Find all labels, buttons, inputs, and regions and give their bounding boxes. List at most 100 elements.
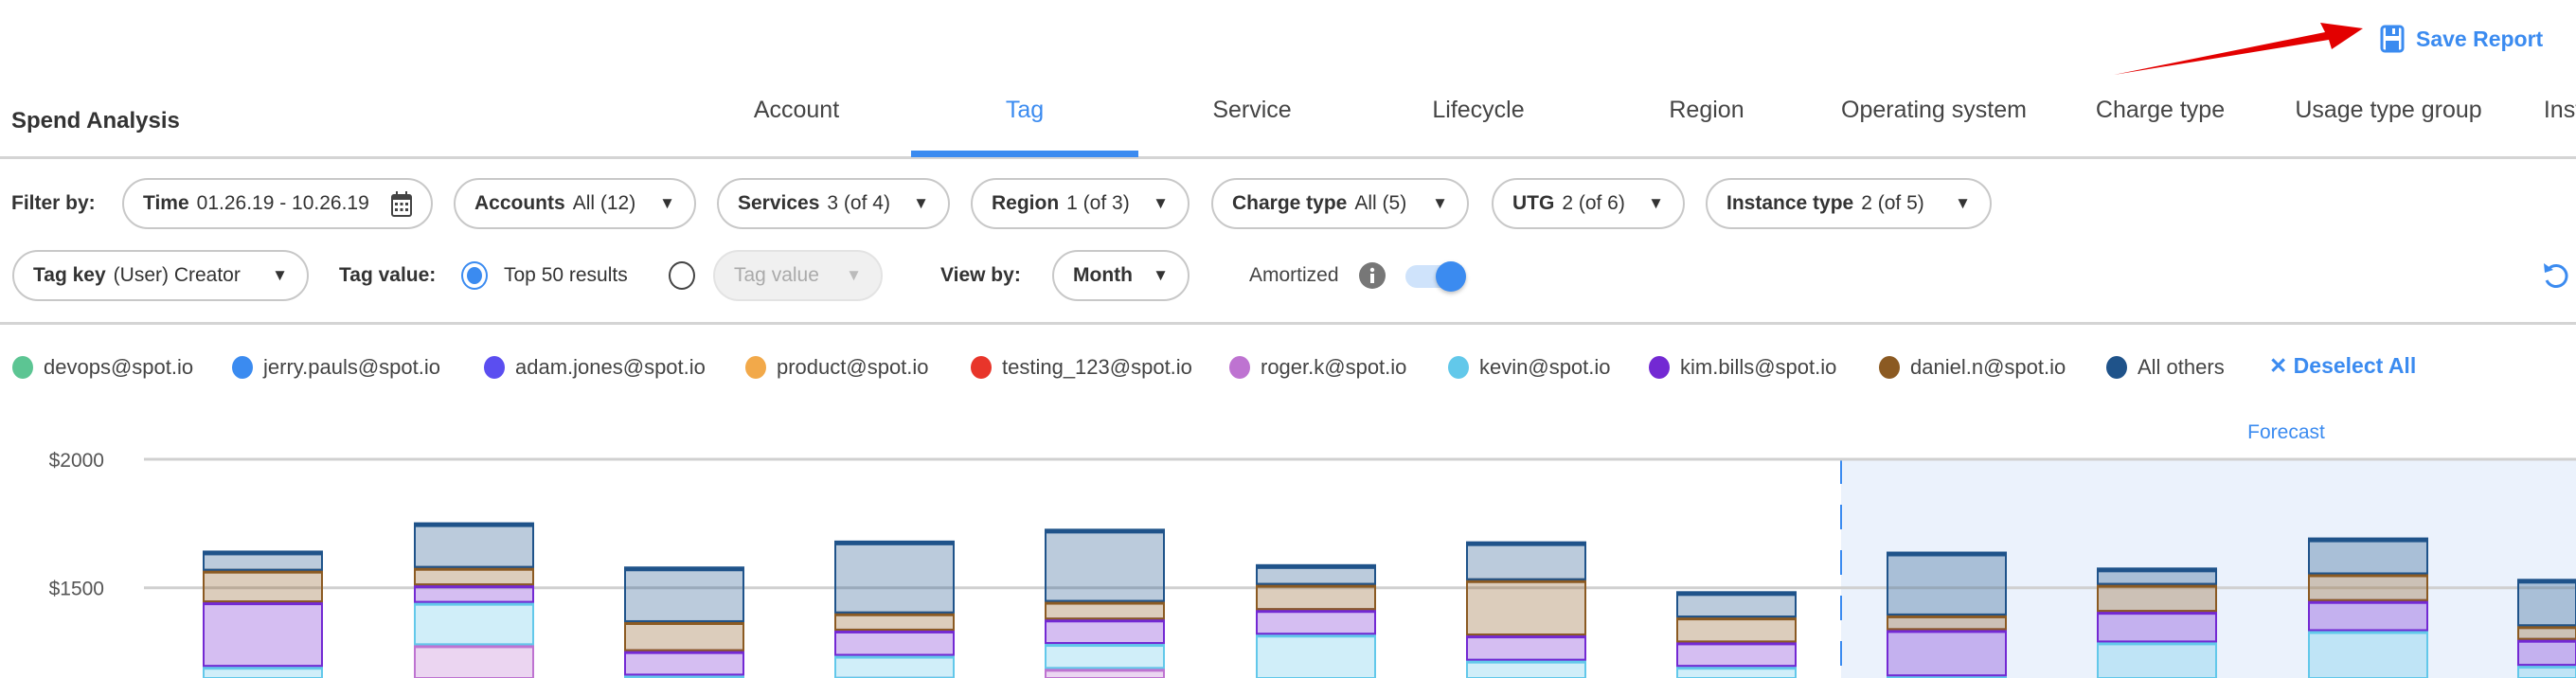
bar-segment[interactable]: [1045, 617, 1165, 645]
bar-segment[interactable]: [1466, 541, 1586, 580]
info-icon[interactable]: [1358, 261, 1386, 290]
charge-type-filter[interactable]: Charge type All (5) ▼: [1211, 178, 1469, 229]
tag-value-radio[interactable]: [669, 261, 695, 290]
bar-segment[interactable]: [2517, 637, 2576, 667]
bar-segment-top: [835, 654, 954, 659]
bar-stack[interactable]: [1676, 591, 1797, 678]
tab-operating-system[interactable]: Operating system: [1841, 97, 2027, 123]
forecast-label: Forecast: [2247, 421, 2325, 443]
bar-segment[interactable]: [414, 600, 534, 646]
bar-stack[interactable]: [2097, 567, 2217, 678]
tab-usage-type-group[interactable]: Usage type group: [2295, 97, 2482, 123]
top-results-radio[interactable]: [461, 261, 488, 290]
bar-segment-top: [415, 601, 533, 606]
legend-item[interactable]: kim.bills@spot.io: [1649, 355, 1836, 380]
bar-segment[interactable]: [2308, 629, 2428, 678]
bar-segment[interactable]: [203, 568, 323, 603]
region-filter[interactable]: Region 1 (of 3) ▼: [971, 178, 1190, 229]
bar-segment[interactable]: [414, 522, 534, 568]
legend-item[interactable]: daniel.n@spot.io: [1879, 355, 2066, 380]
services-filter[interactable]: Services 3 (of 4) ▼: [717, 178, 950, 229]
bar-segment[interactable]: [2097, 582, 2217, 613]
bar-stack[interactable]: [834, 540, 955, 678]
bar-segment[interactable]: [2097, 640, 2217, 678]
tab-lifecycle[interactable]: Lifecycle: [1432, 97, 1525, 123]
bar-segment[interactable]: [1466, 578, 1586, 636]
amortized-toggle[interactable]: [1405, 261, 1466, 292]
bar-segment[interactable]: [624, 566, 744, 622]
bar-segment[interactable]: [2517, 579, 2576, 627]
bar-segment[interactable]: [1045, 642, 1165, 669]
bar-segment[interactable]: [2308, 537, 2428, 575]
bar-stack[interactable]: [624, 566, 744, 678]
bar-segment[interactable]: [1887, 628, 2007, 677]
bar-segment[interactable]: [834, 628, 955, 656]
tag-key-dropdown[interactable]: Tag key (User) Creator ▼: [12, 250, 309, 301]
refresh-icon[interactable]: [2541, 259, 2571, 292]
bar-segment[interactable]: [203, 600, 323, 668]
instance-type-filter[interactable]: Instance type 2 (of 5) ▼: [1706, 178, 1992, 229]
bar-segment[interactable]: [1256, 582, 1376, 611]
caret-down-icon: ▼: [1432, 194, 1448, 212]
bar-segment[interactable]: [1256, 633, 1376, 678]
legend-item[interactable]: jerry.pauls@spot.io: [232, 355, 440, 380]
view-by-dropdown[interactable]: Month ▼: [1052, 250, 1190, 301]
save-report-button[interactable]: Save Report: [2380, 25, 2543, 53]
bar-segment[interactable]: [1676, 591, 1797, 618]
bar-stack[interactable]: [414, 522, 534, 678]
bar-stack[interactable]: [2308, 537, 2428, 678]
bar-stack[interactable]: [1045, 528, 1165, 678]
bar-segment-top: [625, 567, 743, 572]
tab-service[interactable]: Service: [1212, 97, 1292, 123]
tab-charge-type[interactable]: Charge type: [2095, 97, 2226, 123]
bar-segment[interactable]: [1045, 528, 1165, 602]
time-filter[interactable]: Time 01.26.19 - 10.26.19: [122, 178, 433, 229]
legend-label: All others: [2138, 355, 2225, 379]
bar-segment[interactable]: [414, 643, 534, 678]
bar-stack[interactable]: [1887, 551, 2007, 678]
legend-item[interactable]: All others: [2106, 355, 2225, 380]
bar-segment[interactable]: [834, 540, 955, 614]
bar-segment[interactable]: [1676, 640, 1797, 668]
bar-segment-top: [1257, 609, 1375, 614]
utg-filter[interactable]: UTG 2 (of 6) ▼: [1492, 178, 1685, 229]
bar-stack[interactable]: [1256, 563, 1376, 678]
tab-instance[interactable]: Inst: [2543, 97, 2576, 123]
tab-region[interactable]: Region: [1669, 97, 1744, 123]
legend-item[interactable]: kevin@spot.io: [1448, 355, 1611, 380]
bar-stack[interactable]: [2517, 579, 2576, 678]
legend-item[interactable]: testing_123@spot.io: [971, 355, 1192, 380]
bar-segment-top: [1046, 618, 1164, 623]
bar-segment-top: [2309, 573, 2427, 578]
deselect-all-button[interactable]: ✕ Deselect All: [2269, 353, 2417, 378]
legend-item[interactable]: devops@spot.io: [12, 355, 193, 380]
bar-segment[interactable]: [1887, 551, 2007, 616]
accounts-filter[interactable]: Accounts All (12) ▼: [454, 178, 696, 229]
bar-segment-top: [1887, 614, 2006, 618]
filter-by-label: Filter by:: [11, 192, 96, 214]
bar-segment[interactable]: [1256, 608, 1376, 635]
bar-segment-top: [1046, 529, 1164, 534]
bar-segment[interactable]: [2308, 598, 2428, 632]
view-by-label: View by:: [940, 264, 1021, 286]
tab-account[interactable]: Account: [753, 97, 840, 123]
bar-segment-top: [625, 620, 743, 625]
view-by-value: Month: [1073, 264, 1133, 286]
legend-dot-icon: [484, 356, 505, 379]
tab-tag[interactable]: Tag: [1005, 97, 1045, 123]
bar-segment[interactable]: [624, 649, 744, 676]
legend-dot-icon: [971, 356, 992, 379]
bar-stack[interactable]: [203, 550, 323, 678]
legend-item[interactable]: adam.jones@spot.io: [484, 355, 706, 380]
bar-stack[interactable]: [1466, 541, 1586, 678]
tag-value-placeholder: Tag value: [734, 264, 819, 286]
bar-segment[interactable]: [2308, 572, 2428, 601]
caret-down-icon: ▼: [1153, 266, 1169, 284]
legend-item[interactable]: product@spot.io: [745, 355, 929, 380]
legend-item[interactable]: roger.k@spot.io: [1229, 355, 1406, 380]
bar-segment[interactable]: [624, 619, 744, 651]
bar-segment[interactable]: [2097, 610, 2217, 643]
caret-down-icon: ▼: [659, 194, 675, 212]
bar-segment-top: [2518, 625, 2576, 630]
bar-segment[interactable]: [1466, 633, 1586, 661]
